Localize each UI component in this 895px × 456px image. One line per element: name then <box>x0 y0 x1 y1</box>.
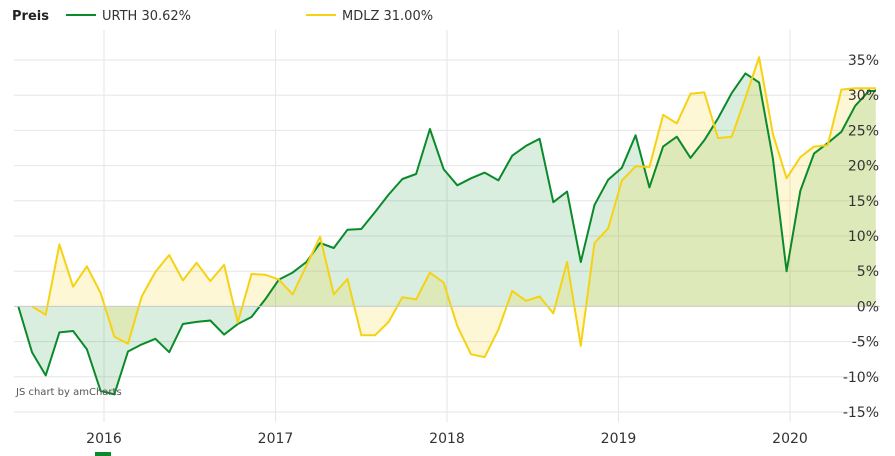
y-axis-labels: -15% -10% -5% 0% 5% 10% 15% 20% 25% 30% 35% <box>843 53 879 421</box>
legend-swatch-urth <box>66 13 96 16</box>
y-tick-label-1: -10% <box>843 370 879 386</box>
y-tick-label-6: 15% <box>848 194 879 210</box>
legend-item-mdlz[interactable]: MDLZ 31.00% <box>306 9 433 24</box>
chart-credit-text[interactable]: JS chart by amCharts <box>16 387 122 398</box>
legend-label-mdlz: MDLZ 31.00% <box>342 9 434 24</box>
y-tick-label-4: 5% <box>857 264 879 280</box>
y-tick-label-3: 0% <box>857 299 879 315</box>
x-tick-label-3: 2019 <box>601 431 637 447</box>
legend-item-urth[interactable]: URTH 30.62% <box>66 9 191 24</box>
y-tick-label-8: 25% <box>848 123 879 139</box>
series-lines <box>17 56 876 396</box>
x-tick-label-4: 2020 <box>772 431 808 447</box>
x-tick-label-2: 2018 <box>429 431 465 447</box>
y-tick-label-2: -5% <box>852 335 879 351</box>
y-tick-label-5: 10% <box>848 229 879 245</box>
x-tick-label-1: 2017 <box>258 431 294 447</box>
series-area-1 <box>31 57 876 358</box>
legend-swatch-mdlz <box>306 13 336 16</box>
series-line-0 <box>17 72 876 396</box>
x-axis-labels: 2016 2017 2018 2019 2020 <box>86 431 808 447</box>
legend-title: Preis <box>12 9 49 24</box>
x-tick-label-0: 2016 <box>86 431 122 447</box>
y-tick-label-0: -15% <box>843 405 879 421</box>
y-tick-label-10: 35% <box>848 53 879 69</box>
y-tick-label-7: 20% <box>848 159 879 175</box>
legend-label-urth: URTH 30.62% <box>102 9 192 24</box>
scrollbar-handle[interactable] <box>95 452 111 456</box>
y-tick-label-9: 30% <box>848 88 879 104</box>
